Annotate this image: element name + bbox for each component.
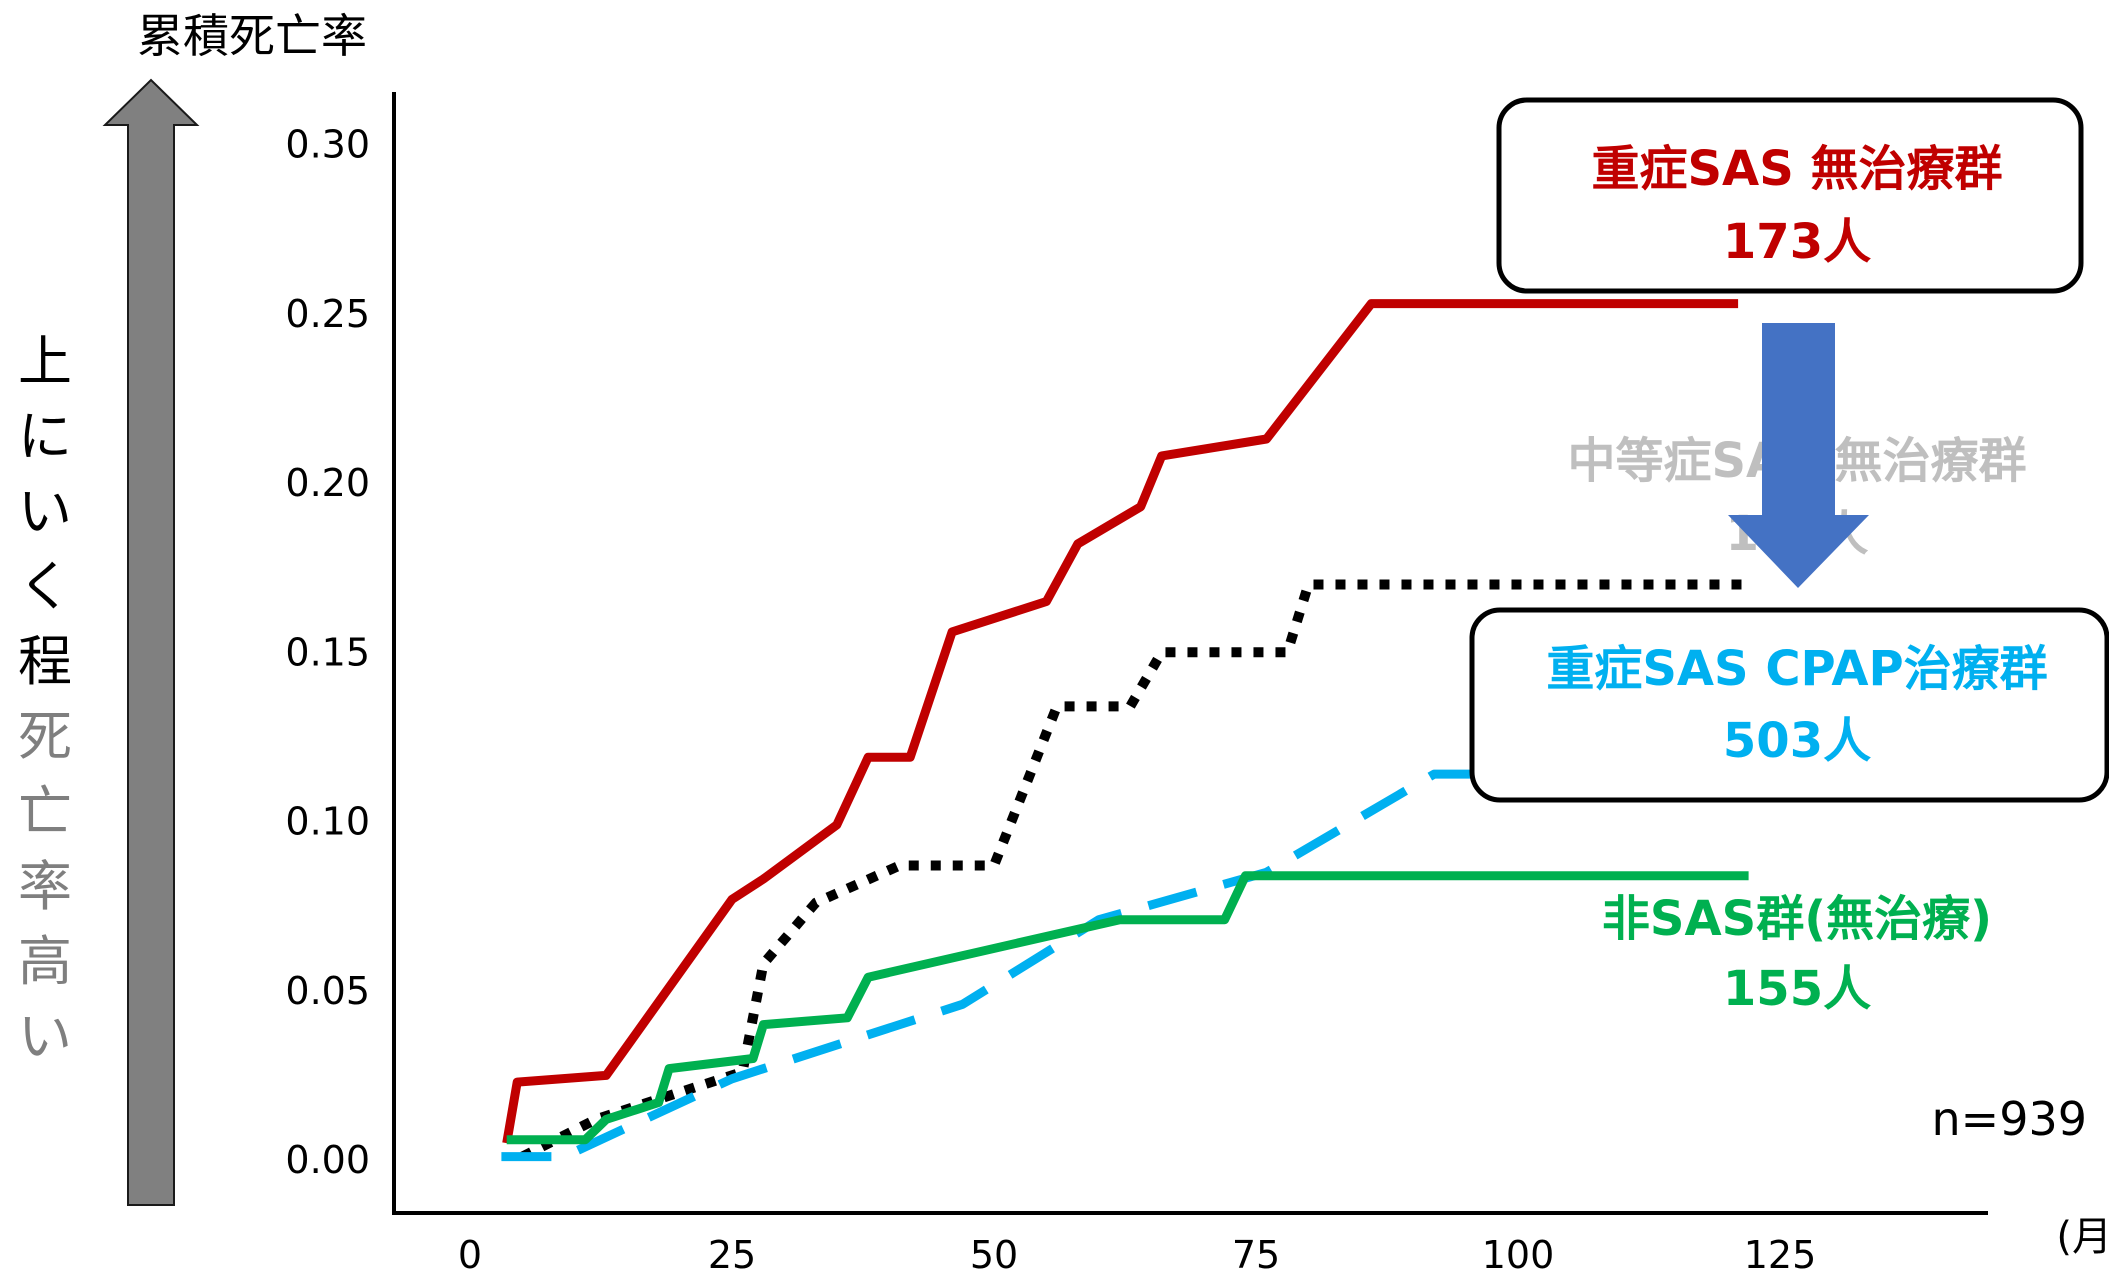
down-arrow-icon: [1728, 323, 1869, 588]
x-tick-label: 125: [1744, 1233, 1817, 1273]
y-tick-label: 0.15: [285, 630, 370, 674]
y-tick-label: 0.00: [285, 1138, 370, 1182]
x-tick-labels: 0 25 50 75 100 125: [458, 1233, 1816, 1273]
count-non-sas: 155人: [1723, 961, 1871, 1017]
y-note-char: に: [18, 405, 72, 468]
series-line-0: [502, 299, 1739, 1144]
x-tick-label: 25: [708, 1233, 756, 1273]
y-tick-label: 0.05: [285, 969, 370, 1013]
x-tick-label: 50: [970, 1233, 1018, 1273]
x-unit-label: (月): [2056, 1214, 2109, 1260]
y-note-char: く: [18, 555, 72, 618]
y-note-char: 程: [18, 630, 72, 693]
y-axis-title: 累積死亡率: [137, 9, 367, 63]
y-note-char: い: [18, 1005, 72, 1068]
y-tick-labels: 0.00 0.05 0.10 0.15 0.20 0.25 0.30: [285, 123, 370, 1183]
y-tick-label: 0.25: [285, 292, 370, 336]
x-tick-label: 0: [458, 1233, 482, 1273]
y-note-char: 死: [18, 705, 72, 768]
y-tick-label: 0.30: [285, 123, 370, 167]
legend-box-severe-untreated: [1496, 97, 2084, 294]
count-severe-cpap: 503人: [1723, 713, 1871, 769]
legend-box-severe-cpap: [1469, 607, 2109, 803]
label-severe-untreated: 重症SAS 無治療群: [1591, 141, 2002, 197]
sample-size-label: n=939: [1932, 1092, 2088, 1146]
y-tick-label: 0.20: [285, 461, 370, 505]
series-line-2: [501, 769, 1739, 1162]
y-note-char: い: [18, 480, 72, 543]
count-severe-untreated: 173人: [1723, 214, 1871, 270]
y-note-char: 率: [18, 855, 72, 918]
series-line-3: [506, 871, 1749, 1145]
up-arrow-icon: [102, 78, 200, 1206]
x-tick-label: 100: [1482, 1233, 1555, 1273]
label-non-sas: 非SAS群(無治療): [1602, 891, 1992, 947]
y-note-char: 高: [18, 930, 72, 993]
series-layer: [501, 299, 1749, 1162]
y-tick-label: 0.10: [285, 800, 370, 844]
label-severe-cpap: 重症SAS CPAP治療群: [1546, 641, 2047, 697]
y-note-char: 上: [18, 330, 72, 393]
x-tick-label: 75: [1232, 1233, 1280, 1273]
y-note-char: 亡: [18, 780, 72, 843]
